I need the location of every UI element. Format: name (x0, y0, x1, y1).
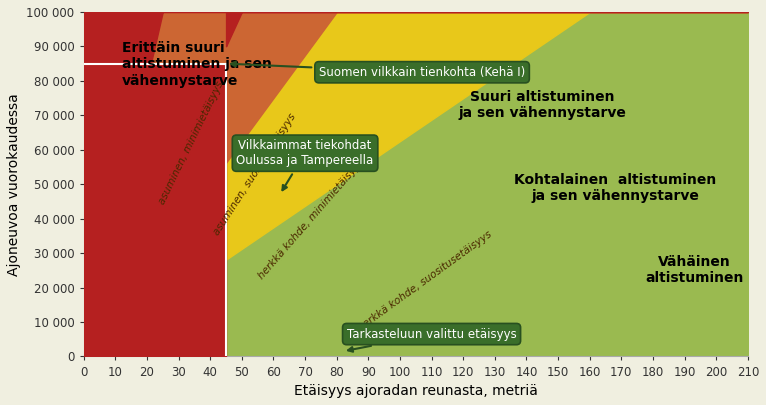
Text: asuminen, minimietäisyys: asuminen, minimietäisyys (157, 80, 225, 206)
Text: herkkä kohde, suositusetäisyys: herkkä kohde, suositusetäisyys (356, 229, 494, 333)
Text: Suomen vilkkain tienkohta (Kehä I): Suomen vilkkain tienkohta (Kehä I) (231, 62, 525, 79)
Text: Suuri altistuminen
ja sen vähennystarve: Suuri altistuminen ja sen vähennystarve (458, 90, 627, 120)
Text: herkkä kohde, minimietäisyys: herkkä kohde, minimietäisyys (257, 157, 366, 281)
Text: Erittäin suuri
altistuminen ja sen
vähennystarve: Erittäin suuri altistuminen ja sen vähen… (122, 41, 271, 87)
X-axis label: Etäisyys ajoradan reunasta, metriä: Etäisyys ajoradan reunasta, metriä (294, 384, 538, 398)
Text: Vilkkaimmat tiekohdat
Oulussa ja Tampereella: Vilkkaimmat tiekohdat Oulussa ja Tampere… (237, 139, 374, 190)
Text: Kohtalainen  altistuminen
ja sen vähennystarve: Kohtalainen altistuminen ja sen vähennys… (514, 173, 716, 203)
Y-axis label: Ajoneuvoa vuorokaudessa: Ajoneuvoa vuorokaudessa (7, 93, 21, 275)
Text: Tarkasteluun valittu etäisyys: Tarkasteluun valittu etäisyys (347, 328, 516, 352)
Text: asuminen, suositusetäisyys: asuminen, suositusetäisyys (211, 111, 297, 237)
Text: Vähäinen
altistuminen: Vähäinen altistuminen (645, 255, 743, 286)
